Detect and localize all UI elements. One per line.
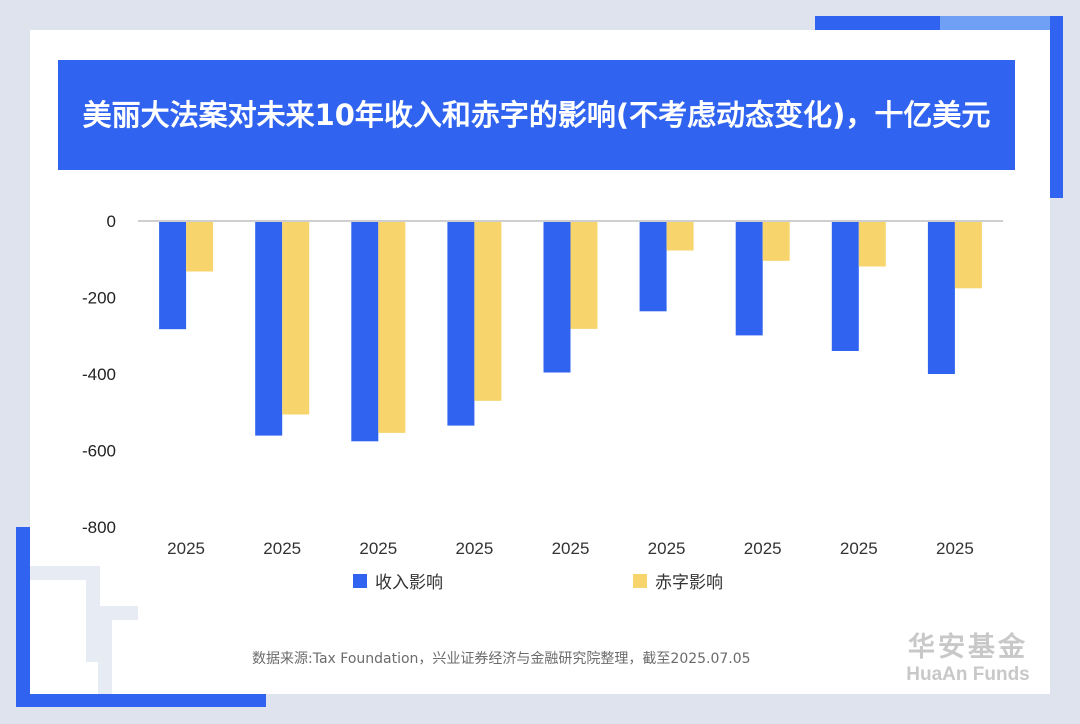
bar-income	[735, 221, 763, 336]
bar-deficit	[474, 221, 502, 401]
legend-item-income: 收入影响	[353, 568, 443, 593]
x-tick-label: 2025	[744, 539, 782, 558]
bar-deficit	[378, 221, 406, 433]
bar-deficit	[570, 221, 598, 329]
x-tick-label: 2025	[936, 539, 974, 558]
legend-swatch-deficit	[633, 573, 647, 588]
x-tick-label: 2025	[552, 539, 590, 558]
bar-income	[639, 221, 667, 312]
chart-title: 美丽大法案对未来10年收入和赤字的影响(不考虑动态变化)，十亿美元	[82, 98, 991, 132]
decor-faint-square	[30, 566, 100, 662]
source-note: 数据来源:Tax Foundation，兴业证券经济与金融研究院整理，截至202…	[252, 651, 751, 667]
bar-income	[831, 221, 859, 351]
y-tick-label: 0	[107, 212, 116, 231]
y-tick-label: -600	[82, 442, 116, 461]
decor-top-right-bar-light	[940, 16, 1050, 30]
decor-bottom-bar	[16, 694, 266, 707]
decor-faint-square-2	[98, 606, 138, 694]
bar-income	[447, 221, 475, 426]
bar-income	[351, 221, 379, 442]
brand-name-cn: 华安基金	[908, 632, 1028, 663]
x-tick-label: 2025	[840, 539, 878, 558]
bar-deficit	[186, 221, 214, 272]
y-tick-label: -200	[82, 289, 116, 308]
legend-item-deficit: 赤字影响	[633, 568, 723, 593]
legend-swatch-income	[353, 573, 367, 588]
brand-name-en: HuaAn Funds	[906, 664, 1030, 685]
x-tick-label: 2025	[648, 539, 686, 558]
brand-logo: 华安基金 HuaAn Funds	[898, 632, 1038, 686]
y-tick-label: -400	[82, 365, 116, 384]
y-tick-label: -800	[82, 518, 116, 537]
title-banner: 美丽大法案对未来10年收入和赤字的影响(不考虑动态变化)，十亿美元	[58, 60, 1015, 170]
decor-right-vertical-bar	[1050, 16, 1063, 198]
bar-income	[543, 221, 571, 373]
bar-deficit	[282, 221, 310, 415]
bar-deficit	[858, 221, 886, 267]
legend-label-deficit: 赤字影响	[655, 573, 723, 593]
x-tick-label: 2025	[167, 539, 205, 558]
bar-income	[159, 221, 187, 330]
decor-bottom-left-bar	[16, 527, 30, 707]
bar-deficit	[762, 221, 790, 261]
legend-label-income: 收入影响	[375, 573, 443, 593]
x-tick-label: 2025	[455, 539, 493, 558]
x-tick-label: 2025	[359, 539, 397, 558]
bar-income	[255, 221, 283, 436]
legend: 收入影响 赤字影响	[0, 568, 1080, 593]
bar-deficit	[666, 221, 694, 251]
x-tick-label: 2025	[263, 539, 301, 558]
bar-income	[927, 221, 955, 374]
bar-deficit	[954, 221, 982, 289]
